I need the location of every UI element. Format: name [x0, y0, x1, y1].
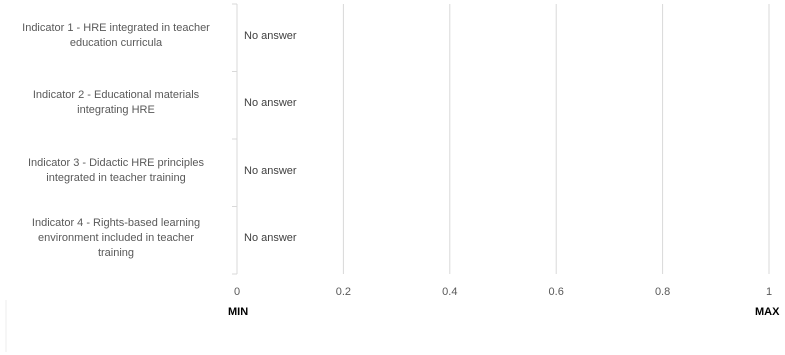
category-label-line: Indicator 4 - Rights-based learning: [31, 216, 201, 229]
x-tick-label: 0.8: [655, 286, 670, 298]
data-label: No answer: [244, 232, 297, 245]
x-tick-label: 0.4: [442, 286, 457, 298]
x-tick-label: 0.6: [549, 286, 564, 298]
category-label-line: education curricula: [69, 36, 163, 49]
category-label-line: integrating HRE: [77, 104, 155, 117]
data-label: No answer: [244, 97, 297, 110]
data-label: No answer: [244, 29, 297, 42]
x-tick-labels: 0 0.2 0.4 0.6 0.8 1: [234, 286, 772, 298]
category-label-line: integrated in teacher training: [46, 171, 186, 184]
x-tick-label: 0: [234, 286, 240, 298]
category-axis: [5, 3, 238, 352]
min-label: MIN: [228, 306, 249, 318]
category-label-line: environment included in teacher: [38, 231, 194, 244]
x-tick-label: 1: [766, 286, 772, 298]
category-label-line: training: [97, 246, 135, 259]
data-label: No answer: [244, 164, 297, 177]
category-label: Indicator 1 - HRE integrated in teacher e…: [0, 21, 232, 51]
gridlines: [342, 4, 770, 274]
category-label: Indicator 3 - Didactic HRE principles int…: [0, 156, 232, 186]
category-label: Indicator 2 - Educational materials integ…: [0, 88, 232, 118]
category-label: Indicator 4 - Rights-based learning envir…: [0, 216, 232, 261]
max-label: MAX: [755, 306, 780, 318]
category-label-line: Indicator 2 - Educational materials: [32, 89, 200, 102]
x-tick-label: 0.2: [336, 286, 351, 298]
category-label-line: Indicator 3 - Didactic HRE principles: [27, 156, 205, 169]
category-label-line: Indicator 1 - HRE integrated in teacher: [22, 21, 210, 34]
